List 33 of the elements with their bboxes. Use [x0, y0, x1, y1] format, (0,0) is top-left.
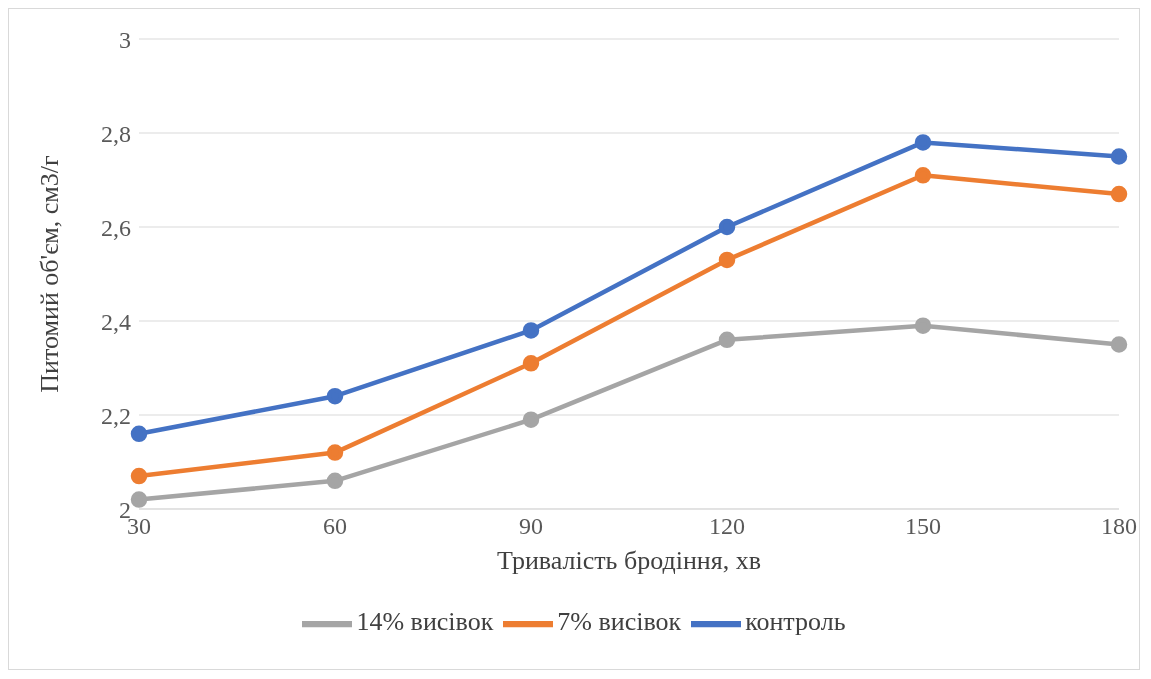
point: [1110, 336, 1128, 353]
point: [718, 218, 736, 236]
point: [326, 387, 344, 405]
point: [326, 444, 344, 461]
point: [1110, 148, 1128, 165]
point: [522, 355, 540, 372]
point: [718, 251, 736, 269]
legend-label: 7% висівок: [557, 606, 682, 636]
y-tick-label: 2,8: [101, 120, 131, 147]
point: [522, 411, 540, 428]
x-tick-label: 150: [905, 513, 941, 540]
point: [914, 167, 932, 184]
point: [1110, 185, 1128, 203]
legend-label: 14% висівок: [356, 606, 494, 636]
point: [130, 491, 148, 508]
point: [326, 472, 344, 490]
point: [130, 467, 148, 485]
y-tick-label: 2,4: [101, 308, 131, 335]
x-tick-label: 60: [323, 513, 347, 540]
y-tick-label: 3: [119, 26, 131, 53]
x-tick-label: 120: [709, 513, 745, 540]
point: [522, 322, 540, 339]
legend-label: контроль: [745, 606, 846, 636]
point: [914, 317, 932, 334]
x-axis-title: Тривалість бродіння, хв: [497, 546, 761, 575]
x-tick-label: 90: [519, 513, 543, 540]
y-tick-label: 2,6: [101, 214, 131, 241]
y-tick-label: 2,2: [101, 402, 131, 429]
point: [718, 331, 736, 349]
point: [130, 425, 148, 443]
x-tick-label: 180: [1101, 513, 1137, 540]
point: [914, 134, 932, 151]
y-axis-title: Питомий об'єм, см3/г: [35, 155, 65, 393]
